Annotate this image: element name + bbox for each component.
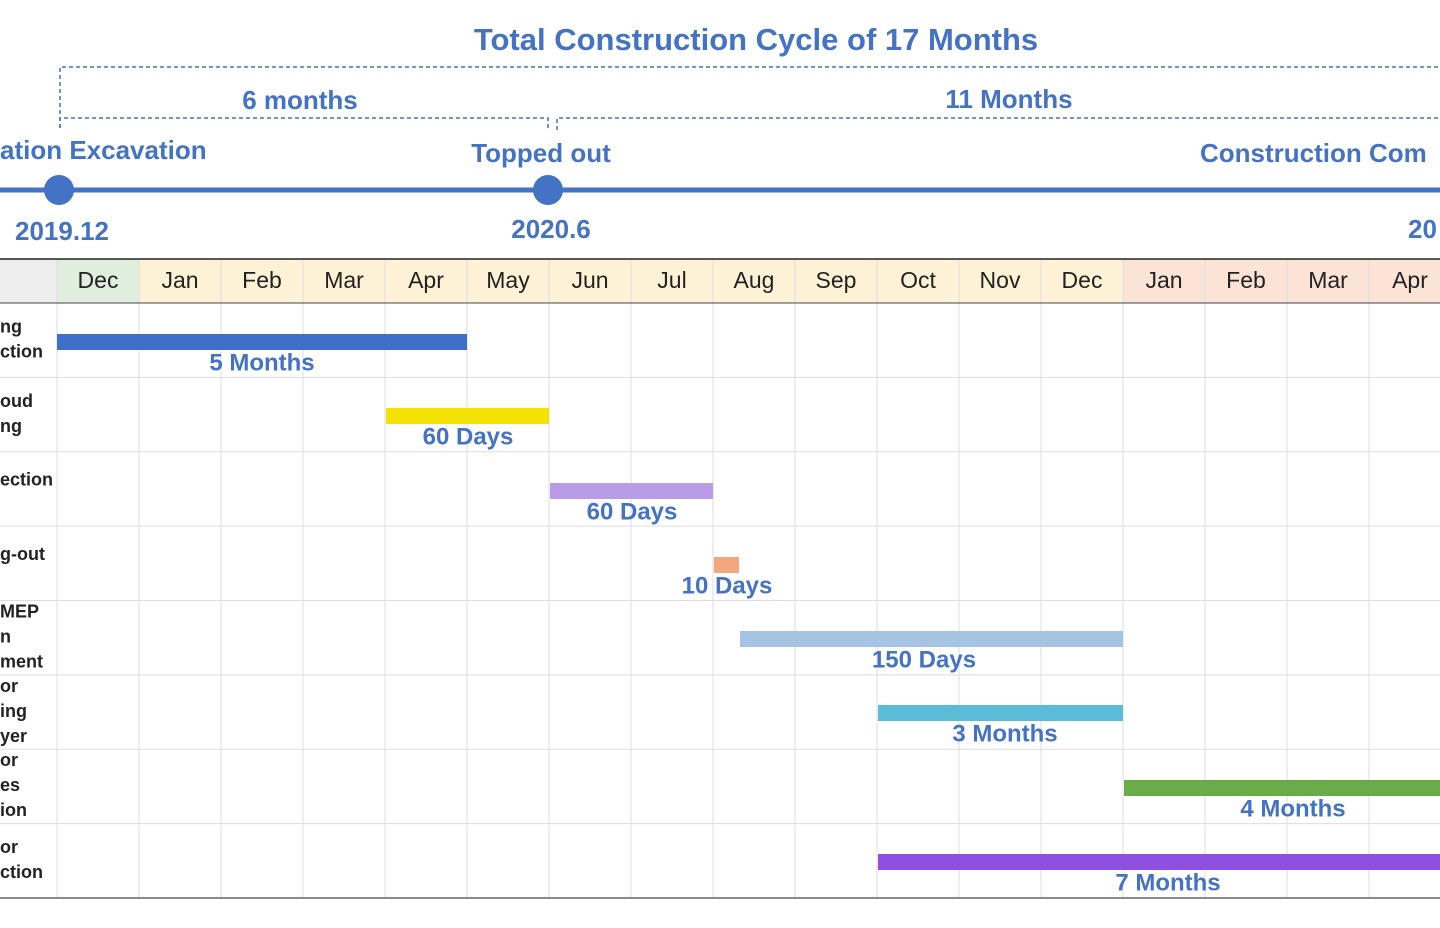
bar-label: 3 Months — [952, 720, 1057, 747]
month-label: Jul — [657, 267, 686, 293]
header-cell — [1369, 259, 1440, 303]
row-label: ing — [0, 701, 27, 721]
row-label: ion — [0, 800, 27, 820]
month-label: Sep — [816, 267, 857, 293]
header-cell — [713, 259, 795, 303]
row-label: or — [0, 837, 18, 857]
milestone-date: 2020.6 — [511, 214, 591, 244]
header-cell — [139, 259, 221, 303]
bar — [57, 334, 467, 350]
header-cell — [959, 259, 1041, 303]
header-cell — [1123, 259, 1205, 303]
month-label: Jan — [1145, 267, 1182, 293]
title: Total Construction Cycle of 17 Months — [474, 22, 1038, 57]
bar-label: 60 Days — [423, 423, 514, 450]
bracket — [59, 117, 1440, 130]
milestone-label: Construction Com — [1200, 138, 1427, 168]
row-label: ng — [0, 416, 22, 436]
header-cell — [631, 259, 713, 303]
milestone-date: 20 — [1408, 214, 1437, 244]
bar-label: 5 Months — [209, 349, 314, 376]
milestone-label: ation Excavation — [0, 135, 207, 165]
bar-label: 10 Days — [682, 572, 773, 599]
row-label: oud — [0, 391, 33, 411]
phase-label: 11 Months — [945, 84, 1072, 114]
month-label: Dec — [1062, 267, 1103, 293]
milestone-dot — [44, 175, 74, 205]
bar-label: 150 Days — [872, 646, 976, 673]
row-label: MEP — [0, 601, 39, 621]
header-cell — [467, 259, 549, 303]
header-cell — [385, 259, 467, 303]
row-label: ng — [0, 316, 22, 336]
header-cell — [877, 259, 959, 303]
bar-label: 7 Months — [1115, 869, 1220, 896]
row-label: n — [0, 626, 11, 646]
month-label: Dec — [78, 267, 119, 293]
milestone-dot — [533, 175, 563, 205]
bar — [550, 483, 713, 499]
row-label: g-out — [0, 544, 45, 564]
bar — [740, 631, 1123, 647]
header-cell — [1041, 259, 1123, 303]
header-cell — [549, 259, 631, 303]
header-cell — [221, 259, 303, 303]
month-label: Mar — [324, 267, 364, 293]
month-label: Apr — [1392, 267, 1428, 293]
month-label: Mar — [1308, 267, 1348, 293]
bar — [878, 705, 1123, 721]
bar — [386, 408, 549, 424]
milestone-date: 2019.12 — [15, 216, 109, 246]
bar — [714, 557, 739, 573]
table: Dec Jan Feb Mar Apr May Jun Jul Aug Sep Oct Nov Dec J… — [0, 258, 1440, 899]
bar-label: 60 Days — [587, 498, 678, 525]
row-label: ction — [0, 862, 43, 882]
milestone-label: Topped out — [471, 138, 611, 168]
row-label: es — [0, 775, 20, 795]
header-cell — [1205, 259, 1287, 303]
month-label: Jan — [161, 267, 198, 293]
month-label: Apr — [408, 267, 444, 293]
header-cell — [1287, 259, 1369, 303]
phase-label: 6 months — [242, 85, 358, 115]
row-label: ment — [0, 651, 43, 671]
header-cell — [795, 259, 877, 303]
month-label: Aug — [734, 267, 775, 293]
bracket — [59, 66, 1440, 128]
header-cell — [303, 259, 385, 303]
row-label: yer — [0, 726, 27, 746]
month-label: Feb — [1226, 267, 1266, 293]
row-label: ection — [0, 470, 53, 490]
month-label: Nov — [980, 267, 1021, 293]
month-label: Jun — [571, 267, 608, 293]
month-label: May — [486, 267, 530, 293]
bar — [1124, 780, 1440, 796]
row-label: or — [0, 750, 18, 770]
header-cell — [57, 259, 139, 303]
month-label: Oct — [900, 267, 936, 293]
month-label: Feb — [242, 267, 282, 293]
bar-label: 4 Months — [1240, 795, 1345, 822]
row-label: or — [0, 676, 18, 696]
row-label: ction — [0, 341, 43, 361]
header-cell — [0, 259, 57, 303]
bar — [878, 854, 1440, 870]
